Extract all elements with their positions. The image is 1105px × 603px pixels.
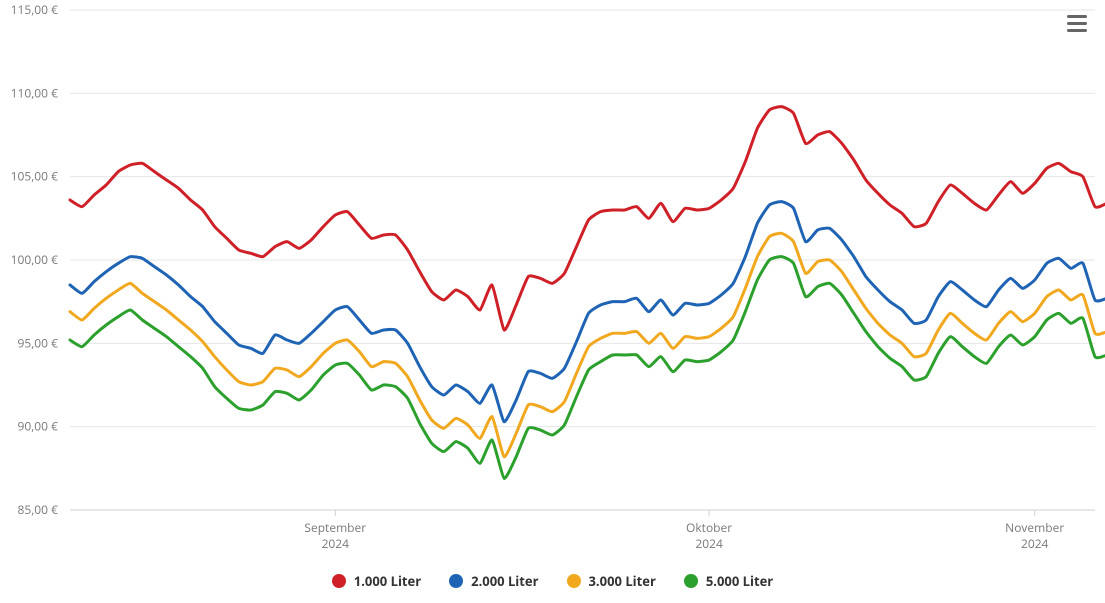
x-tick-sublabel: 2024: [322, 535, 350, 552]
legend-label: 1.000 Liter: [354, 560, 421, 602]
hamburger-icon: [1065, 12, 1089, 34]
price-chart: 85,00 € 90,00 € 95,00 € 100,00 € 105,00 € 110…: [0, 0, 1105, 602]
y-tick-label: 90,00 €: [17, 418, 58, 435]
chart-legend: 1.000 Liter 2.000 Liter 3.000 Liter 5.000 L…: [0, 560, 1105, 602]
x-tick-label: Oktober: [686, 519, 732, 536]
x-tick-sublabel: 2024: [695, 535, 723, 552]
series-line-s2000: [70, 202, 1105, 422]
legend-swatch-icon: [332, 574, 346, 588]
legend-item-s3000[interactable]: 3.000 Liter: [567, 560, 656, 602]
y-tick-label: 95,00 €: [17, 334, 58, 351]
legend-swatch-icon: [449, 574, 463, 588]
y-tick-label: 100,00 €: [11, 251, 59, 268]
legend-label: 3.000 Liter: [589, 560, 656, 602]
x-tick-label: September: [304, 519, 366, 536]
y-tick-label: 110,00 €: [11, 84, 59, 101]
legend-item-s2000[interactable]: 2.000 Liter: [449, 560, 538, 602]
y-tick-label: 115,00 €: [11, 1, 59, 18]
y-tick-label: 85,00 €: [17, 501, 58, 518]
series-line-s1000: [70, 107, 1105, 330]
chart-menu-button[interactable]: [1065, 12, 1089, 34]
chart-canvas: 85,00 € 90,00 € 95,00 € 100,00 € 105,00 € 110…: [0, 0, 1105, 560]
x-tick-label: November: [1005, 519, 1064, 536]
legend-label: 5.000 Liter: [706, 560, 773, 602]
y-tick-label: 105,00 €: [11, 168, 59, 185]
legend-swatch-icon: [684, 574, 698, 588]
x-tick-sublabel: 2024: [1021, 535, 1049, 552]
legend-swatch-icon: [567, 574, 581, 588]
legend-item-s5000[interactable]: 5.000 Liter: [684, 560, 773, 602]
series-line-s3000: [70, 233, 1105, 456]
legend-item-s1000[interactable]: 1.000 Liter: [332, 560, 421, 602]
legend-label: 2.000 Liter: [471, 560, 538, 602]
